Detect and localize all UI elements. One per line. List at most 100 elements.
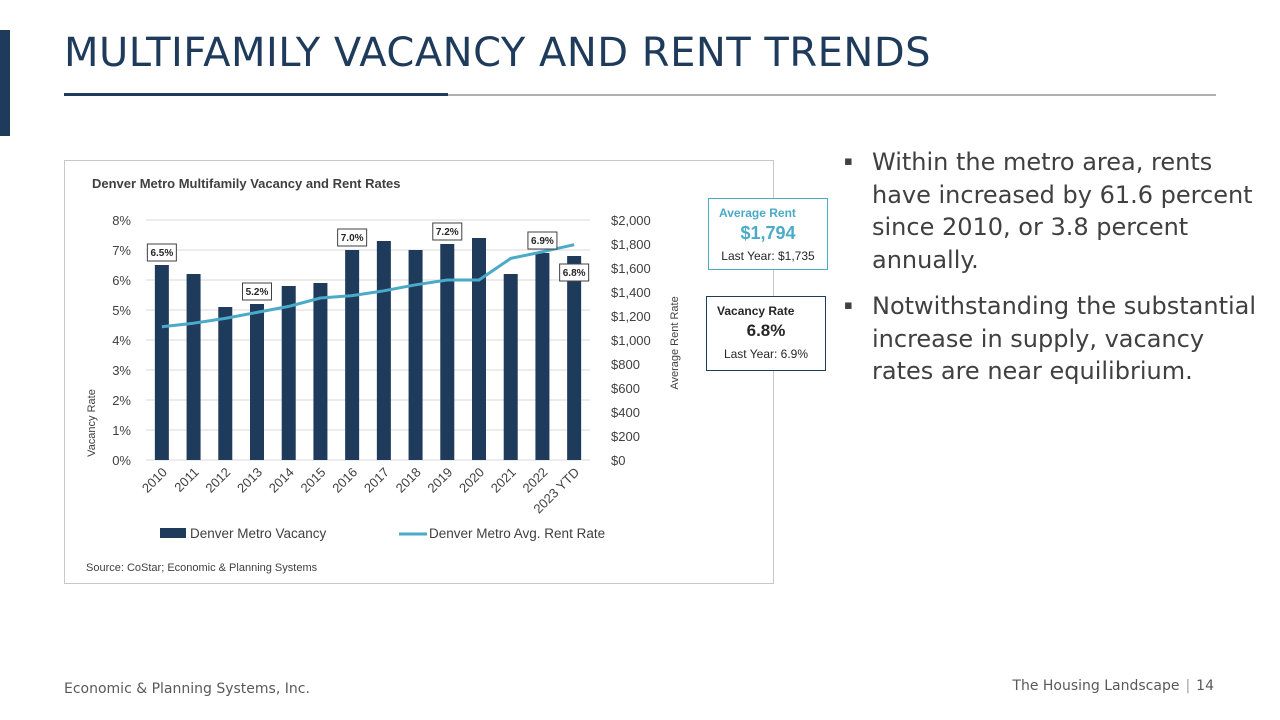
chart-title: Denver Metro Multifamily Vacancy and Ren… xyxy=(92,176,400,191)
y2-tick-label: $600 xyxy=(611,381,640,396)
y-tick-label: 5% xyxy=(112,303,131,318)
chart-panel: Denver Metro Multifamily Vacancy and Ren… xyxy=(64,160,774,584)
y2-axis-label: Average Rent Rate xyxy=(669,296,681,389)
x-tick-label: 2014 xyxy=(266,465,297,496)
x-axis-ticks: 2010 2011 2012 2013 2014 2015 2016 2017 2018 2019… xyxy=(139,465,582,517)
data-label-box xyxy=(527,231,558,250)
bullet-item: ▪ Notwithstanding the substantial increa… xyxy=(844,290,1264,388)
chart-source: Source: CoStar; Economic & Planning Syst… xyxy=(86,562,318,574)
x-tick-label: 2017 xyxy=(361,465,392,496)
vacancy-rent-chart: Denver Metro Multifamily Vacancy and Ren… xyxy=(86,176,681,574)
x-tick-label: 2013 xyxy=(234,465,265,496)
vacancy-bar xyxy=(472,238,486,460)
vacancy-bar xyxy=(186,274,201,460)
data-label-box xyxy=(146,243,177,262)
bullet-text: Within the metro area, rents have increa… xyxy=(872,148,1253,274)
footer-separator: | xyxy=(1185,678,1191,694)
vacancy-bar xyxy=(376,241,391,460)
y-axis-ticks: 0% 1% 2% 3% 4% 5% 6% 7% 8% xyxy=(112,213,131,468)
y2-axis-ticks: $0 $200 $400 $600 $800 $1,000 $1,200 $1,400 $1,6… xyxy=(611,213,651,468)
bullet-item: ▪ Within the metro area, rents have incr… xyxy=(844,146,1264,276)
bullet-marker: ▪ xyxy=(844,298,853,313)
slide-title: MULTIFAMILY VACANCY AND RENT TRENDS xyxy=(64,30,932,76)
data-label-text: 6.5% xyxy=(150,248,173,259)
vacancy-bar xyxy=(313,283,328,460)
bullet-text: Notwithstanding the substantial increase… xyxy=(872,292,1257,385)
vacancy-rate-last-year: Last Year: 6.9% xyxy=(723,347,809,361)
legend-label-rent: Denver Metro Avg. Rent Rate xyxy=(429,526,605,541)
vacancy-bar xyxy=(408,250,423,460)
x-tick-label: 2020 xyxy=(456,465,487,496)
data-label-text: 6.9% xyxy=(531,236,554,247)
title-rule-light xyxy=(448,94,1216,96)
x-tick-label: 2016 xyxy=(329,465,360,496)
data-label-text: 7.0% xyxy=(341,233,364,244)
y2-tick-label: $0 xyxy=(611,453,625,468)
y-tick-label: 4% xyxy=(112,333,131,348)
data-label: 6.8% xyxy=(559,263,590,282)
data-label: 5.2% xyxy=(242,282,272,301)
data-label-box xyxy=(337,228,368,247)
legend-label-vacancy: Denver Metro Vacancy xyxy=(190,526,327,541)
accent-bar xyxy=(0,30,10,136)
y2-tick-label: $200 xyxy=(611,429,640,444)
data-label-box xyxy=(242,282,272,301)
title-rule-dark xyxy=(64,93,448,96)
vacancy-bar xyxy=(345,250,360,460)
y-tick-label: 6% xyxy=(112,273,131,288)
legend-swatch-vacancy xyxy=(160,528,186,538)
y2-tick-label: $800 xyxy=(611,357,640,372)
vacancy-bar xyxy=(281,286,296,460)
x-tick-label: 2010 xyxy=(139,465,170,496)
y2-tick-label: $400 xyxy=(611,405,640,420)
y-tick-label: 7% xyxy=(112,243,131,258)
y2-tick-label: $2,000 xyxy=(611,213,651,228)
y2-tick-label: $1,800 xyxy=(611,237,651,252)
y-tick-label: 1% xyxy=(112,423,131,438)
vacancy-bar xyxy=(567,256,582,460)
data-label: 7.2% xyxy=(432,222,463,241)
vacancy-bar xyxy=(250,304,264,460)
vacancy-rate-title: Vacancy Rate xyxy=(717,304,795,318)
y-tick-label: 0% xyxy=(112,453,131,468)
average-rent-callout: Average Rent $1,794 Last Year: $1,735 xyxy=(708,198,828,270)
average-rent-last-year: Last Year: $1,735 xyxy=(721,249,815,263)
data-label: 6.5% xyxy=(146,243,177,262)
vacancy-rate-callout: Vacancy Rate 6.8% Last Year: 6.9% xyxy=(706,296,826,371)
vacancy-rate-value: 6.8% xyxy=(746,321,786,340)
data-labels: 6.5% 5.2% 7.0% 7.2% 6.9% 6.8% xyxy=(146,222,590,301)
average-rent-value: $1,794 xyxy=(740,223,796,243)
vacancy-bar xyxy=(535,253,550,460)
average-rent-title: Average Rent xyxy=(719,206,796,220)
rent-line-path xyxy=(161,243,575,329)
legend: Denver Metro Vacancy Denver Metro Avg. R… xyxy=(160,526,605,541)
rent-line xyxy=(161,243,575,329)
bullet-list: ▪ Within the metro area, rents have incr… xyxy=(844,146,1264,402)
data-label: 7.0% xyxy=(337,228,368,247)
data-label-box xyxy=(559,263,590,282)
y-tick-label: 3% xyxy=(112,363,131,378)
x-tick-label: 2021 xyxy=(488,465,519,496)
footer-company: Economic & Planning Systems, Inc. xyxy=(64,681,310,697)
x-tick-label: 2012 xyxy=(202,465,233,496)
vacancy-bar xyxy=(503,274,518,460)
data-label-text: 5.2% xyxy=(246,287,269,298)
y2-tick-label: $1,200 xyxy=(611,309,651,324)
vacancy-bars xyxy=(154,238,582,460)
y2-tick-label: $1,400 xyxy=(611,285,651,300)
footer-page-info: The Housing Landscape | 14 xyxy=(1012,678,1214,694)
vacancy-bar xyxy=(218,307,233,460)
data-label-box xyxy=(432,222,463,241)
x-tick-label: 2015 xyxy=(297,465,328,496)
x-tick-label: 2018 xyxy=(393,465,424,496)
y-tick-label: 2% xyxy=(112,393,131,408)
y2-tick-label: $1,600 xyxy=(611,261,651,276)
y-axis-label: Vacancy Rate xyxy=(86,389,98,457)
page-number: 14 xyxy=(1196,678,1214,694)
x-tick-label: 2011 xyxy=(171,465,201,495)
bullet-marker: ▪ xyxy=(844,154,853,169)
x-tick-label: 2019 xyxy=(424,465,455,496)
y2-tick-label: $1,000 xyxy=(611,333,651,348)
data-label-text: 7.2% xyxy=(436,227,459,238)
footer-section: The Housing Landscape xyxy=(1012,678,1180,694)
